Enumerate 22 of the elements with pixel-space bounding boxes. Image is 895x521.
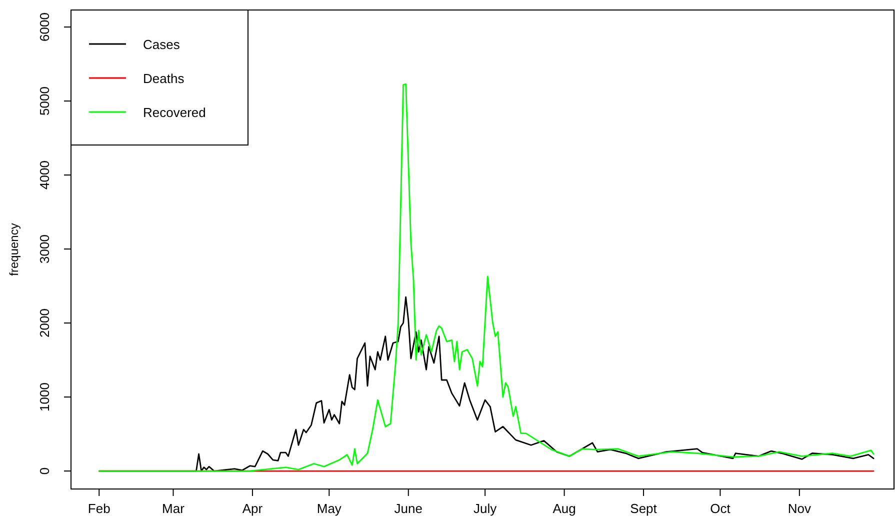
legend-label: Deaths [143, 71, 185, 86]
y-tick-label: 1000 [37, 382, 52, 412]
y-axis-title: frequency [7, 223, 21, 276]
x-tick-label: Apr [242, 501, 264, 516]
x-tick-label: July [473, 501, 498, 516]
x-tick-label: May [316, 501, 342, 516]
x-tick-label: Nov [788, 501, 812, 516]
y-tick-label: 6000 [37, 12, 52, 42]
legend-label: Recovered [143, 105, 206, 120]
x-tick-label: Feb [88, 501, 110, 516]
x-tick-label: Aug [552, 501, 576, 516]
x-tick-label: Mar [162, 501, 186, 516]
line-series [98, 83, 874, 472]
x-tick-label: June [394, 501, 422, 516]
y-tick-label: 3000 [37, 234, 52, 264]
y-tick-label: 4000 [37, 160, 52, 190]
y-tick-label: 5000 [37, 86, 52, 116]
x-tick-label: Sept [630, 501, 658, 516]
legend-label: Cases [143, 37, 180, 52]
x-tick-label: Oct [710, 501, 731, 516]
y-tick-label: 2000 [37, 308, 52, 338]
y-tick-label: 0 [37, 467, 52, 475]
